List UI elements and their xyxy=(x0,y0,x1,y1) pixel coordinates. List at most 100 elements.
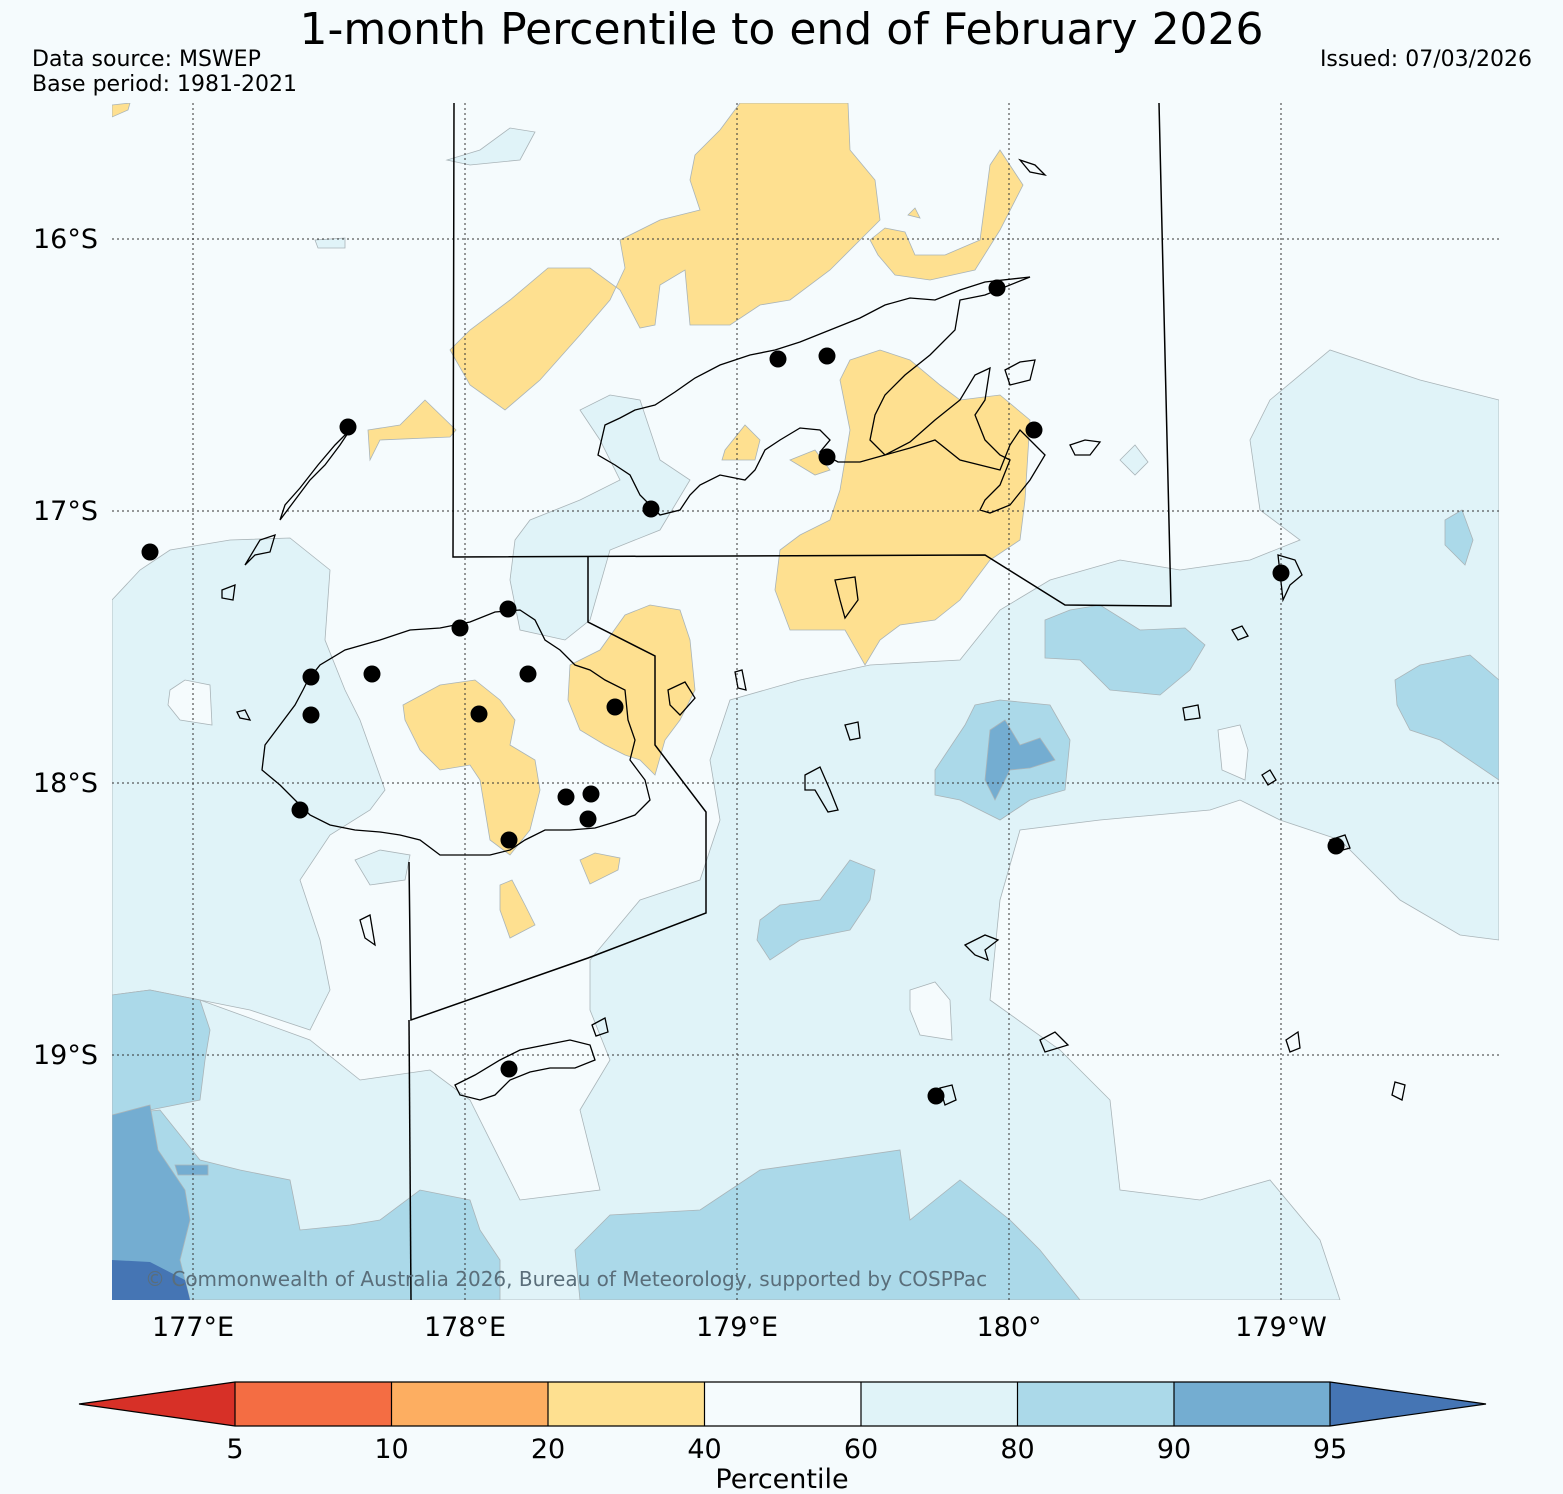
station-marker xyxy=(927,1087,945,1105)
station-marker xyxy=(499,600,517,618)
islet-west-1 xyxy=(221,584,236,601)
colorbar: 5 10 20 40 60 80 90 95 Percentile xyxy=(78,1381,1487,1494)
pocket-far-east xyxy=(1217,724,1249,781)
data-source-label: Data source: MSWEP xyxy=(32,47,261,72)
nairai-coast xyxy=(844,721,861,741)
region-small-center-20-40 xyxy=(721,424,761,461)
islet-west-2 xyxy=(236,709,252,721)
islet-south-lau-1 xyxy=(1391,1081,1406,1101)
islet-south-lau-2 xyxy=(1285,1030,1301,1053)
central-division-boundary xyxy=(408,557,707,1022)
islet-lau-2 xyxy=(1039,1031,1070,1053)
region-center-90-95 xyxy=(984,719,1056,801)
colorbar-bin-20-40 xyxy=(548,1382,705,1426)
islet-lau-1 xyxy=(963,934,1000,962)
station-marker xyxy=(1327,837,1345,855)
station-marker xyxy=(500,831,518,849)
islet-lau-5 xyxy=(1261,769,1277,786)
region-sw2-80-90 xyxy=(112,1109,501,1300)
region-small-60-80 xyxy=(1119,444,1149,476)
region-northeast-20-40 xyxy=(869,149,1024,281)
percentile-80-90-regions xyxy=(112,509,1499,1300)
colorbar-tick: 20 xyxy=(531,1434,565,1465)
vanua-levu-coast xyxy=(597,276,1046,516)
region-north-60-80 xyxy=(445,127,536,166)
station-marker xyxy=(519,665,537,683)
base-period-label: Base period: 1981-2021 xyxy=(32,72,297,97)
islet-kadavu-north xyxy=(591,1017,609,1037)
station-marker xyxy=(302,668,320,686)
region-north-20-40 xyxy=(449,103,881,411)
station-marker xyxy=(470,705,488,723)
station-marker xyxy=(557,788,575,806)
gau-coast xyxy=(804,766,839,813)
lon-label: 179°W xyxy=(1235,1312,1327,1343)
islet-lau-3 xyxy=(1182,704,1201,721)
region-above-95 xyxy=(112,1260,190,1300)
region-small-east-80-90 xyxy=(1444,509,1474,566)
lon-label: 180° xyxy=(976,1312,1041,1343)
lat-label: 17°S xyxy=(33,496,98,527)
region-far-east-80-90 xyxy=(1394,654,1499,781)
station-marker xyxy=(451,619,469,637)
islet-lau-4 xyxy=(1231,625,1249,641)
station-marker xyxy=(818,347,836,365)
coastlines xyxy=(221,158,1406,1106)
region-vitilevu-20-40 xyxy=(402,679,541,856)
lat-label: 19°S xyxy=(33,1040,98,1071)
region-corner-20-40 xyxy=(112,103,131,118)
ovalau-coast xyxy=(667,681,696,716)
region-south-center-60-80 xyxy=(354,849,411,886)
pocket-west xyxy=(167,679,213,726)
station-marker xyxy=(141,543,159,561)
region-small-90-95 xyxy=(174,1164,209,1176)
latitude-labels: 16°S 17°S 18°S 19°S xyxy=(33,224,98,1071)
western-division-boundary xyxy=(408,1019,412,1300)
colorbar-tick: 10 xyxy=(374,1434,408,1465)
islet-vatulele xyxy=(359,914,376,947)
islet-central xyxy=(734,669,747,691)
region-dot-20-40 xyxy=(907,207,921,219)
colorbar-tick: 40 xyxy=(687,1434,721,1465)
region-tiny-20-40 xyxy=(789,449,831,476)
region-south-small-20-40 xyxy=(579,852,621,885)
colorbar-tick: 5 xyxy=(226,1434,243,1465)
colorbar-tick: 90 xyxy=(1157,1434,1191,1465)
station-marker xyxy=(606,698,624,716)
map-area: © Commonwealth of Australia 2026, Bureau… xyxy=(112,103,1499,1300)
metadata-left: Data source: MSWEP Base period: 1981-202… xyxy=(32,47,297,97)
colorbar-tick: 95 xyxy=(1313,1434,1347,1465)
percentile-60-80-regions xyxy=(112,127,1499,1300)
colorbar-extend-above-95 xyxy=(1330,1382,1486,1426)
percentile-40-60-pockets xyxy=(167,679,1249,1041)
colorbar-title: Percentile xyxy=(715,1464,848,1494)
station-marker xyxy=(579,810,597,828)
region-central-60-80 xyxy=(509,394,691,641)
region-south-80-90 xyxy=(574,1149,1081,1300)
colorbar-extend-below-5 xyxy=(79,1382,235,1426)
page-title: 1-month Percentile to end of February 20… xyxy=(299,4,1264,55)
colorbar-bin-40-60 xyxy=(704,1382,861,1426)
station-marker xyxy=(1025,421,1043,439)
lon-label: 177°E xyxy=(152,1312,234,1343)
issued-date: Issued: 07/03/2026 xyxy=(1319,47,1532,72)
station-marker xyxy=(500,1060,518,1078)
longitude-labels: 177°E 178°E 179°E 180° 179°W xyxy=(152,1312,1327,1343)
region-sw-80-90 xyxy=(112,989,211,1116)
station-marker xyxy=(642,500,660,518)
colorbar-outline xyxy=(78,1381,1487,1427)
percentile-20-40-regions xyxy=(112,103,1031,939)
station-marker xyxy=(291,801,309,819)
colorbar-bin-10-20 xyxy=(391,1382,548,1426)
islet-north-1 xyxy=(1018,158,1047,177)
colorbar-tick: 60 xyxy=(844,1434,878,1465)
colorbar-bin-5-10 xyxy=(235,1382,392,1426)
colorbar-bin-60-80 xyxy=(861,1382,1018,1426)
region-west-60-80 xyxy=(112,537,386,1031)
region-main-60-80 xyxy=(112,349,1499,1300)
division-boundaries xyxy=(408,103,1172,1300)
lat-label: 16°S xyxy=(33,224,98,255)
station-marker xyxy=(339,418,357,436)
station-marker xyxy=(582,785,600,803)
